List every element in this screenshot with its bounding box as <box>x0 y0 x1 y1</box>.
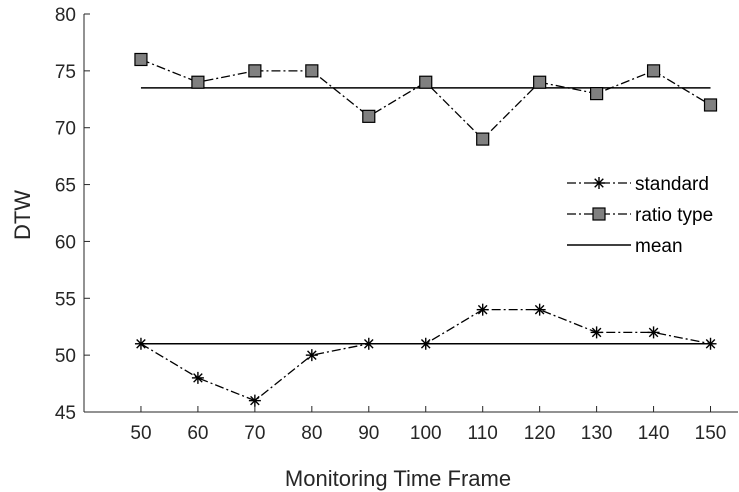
y-tick-label: 50 <box>55 346 76 367</box>
x-tick-label: 90 <box>358 423 379 444</box>
data-point-ratio-type <box>419 75 433 89</box>
y-tick-label: 65 <box>55 176 76 197</box>
x-tick-label: 60 <box>187 423 208 444</box>
data-point-ratio-type <box>362 109 376 123</box>
series-group <box>134 52 718 407</box>
data-point-ratio-type <box>476 132 490 146</box>
y-axis-label: DTW <box>10 190 35 240</box>
y-tick-label: 55 <box>55 289 76 310</box>
y-tick-label: 45 <box>55 403 76 424</box>
legend-label-standard: standard <box>635 174 709 195</box>
data-point-ratio-type <box>646 64 661 78</box>
data-point-standard <box>134 337 147 350</box>
data-point-standard <box>533 303 546 316</box>
legend-entry-mean: mean <box>567 236 683 257</box>
data-point-ratio-type <box>703 98 718 112</box>
y-tick-label: 70 <box>55 119 76 140</box>
data-point-ratio-type <box>134 52 148 67</box>
x-tick-label: 50 <box>130 423 151 444</box>
data-point-standard <box>647 326 660 339</box>
legend: standard ratio type mean <box>567 174 713 257</box>
x-tick-label: 110 <box>468 423 498 444</box>
legend-entry-standard: standard <box>567 174 709 195</box>
legend-label-ratio-type: ratio type <box>635 205 713 226</box>
series-line-ratio-type <box>140 58 711 141</box>
data-point-ratio-type <box>590 86 604 101</box>
tick-labels: 45 50 55 60 65 70 75 80 50 60 70 80 90 100 110 120 130 14… <box>55 5 727 444</box>
legend-label-mean: mean <box>635 236 683 257</box>
data-point-standard <box>476 303 489 316</box>
x-axis-label: Monitoring Time Frame <box>285 466 511 491</box>
x-tick-label: 70 <box>244 423 265 444</box>
data-point-ratio-type <box>191 75 205 89</box>
x-tick-label: 120 <box>524 423 556 444</box>
y-tick-label: 75 <box>55 62 76 83</box>
data-point-ratio-type <box>305 64 319 78</box>
legend-marker-standard <box>593 177 605 189</box>
x-tick-label: 80 <box>301 423 322 444</box>
legend-entry-ratio-type: ratio type <box>567 205 713 226</box>
data-point-standard <box>590 326 603 339</box>
legend-marker-ratio-type <box>592 207 606 221</box>
y-tick-label: 80 <box>55 5 76 26</box>
data-point-standard <box>704 337 717 350</box>
x-tick-label: 130 <box>581 423 613 444</box>
y-tick-label: 60 <box>55 232 76 253</box>
data-point-standard <box>191 371 204 384</box>
series-line-standard <box>140 309 711 402</box>
x-tick-label: 140 <box>638 423 670 444</box>
data-point-standard <box>248 394 261 407</box>
x-tick-label: 100 <box>410 423 442 444</box>
data-point-standard <box>305 349 318 362</box>
mean-lines <box>140 87 711 345</box>
data-point-ratio-type <box>533 75 547 89</box>
data-point-standard <box>362 337 375 350</box>
data-point-ratio-type <box>248 64 262 78</box>
data-point-standard <box>419 337 432 350</box>
x-tick-label: 150 <box>695 423 727 444</box>
axes <box>83 13 738 413</box>
